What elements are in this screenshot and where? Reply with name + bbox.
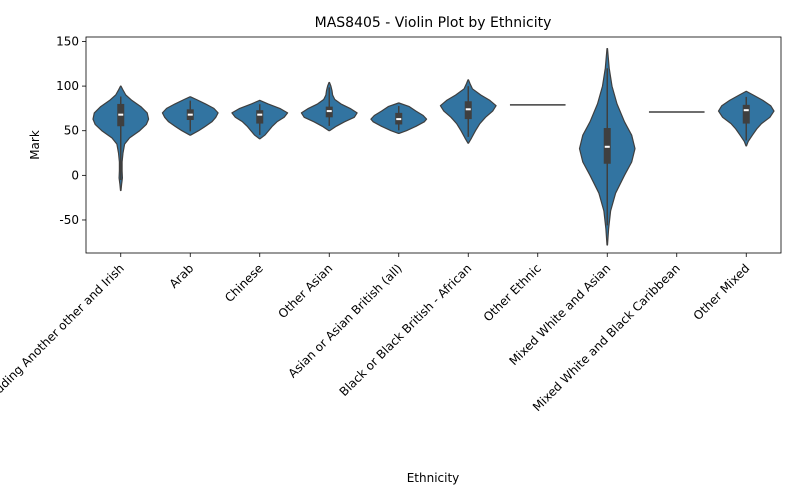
x-tick-label: Asian or Asian British (all) xyxy=(285,261,404,380)
violin-iqr-box xyxy=(256,110,264,124)
violin xyxy=(92,85,150,192)
y-tick-label: 100 xyxy=(56,79,79,93)
x-tick-label: Chinese xyxy=(222,261,266,305)
y-axis-ticks: -50 0 50 100 150 xyxy=(56,34,86,227)
y-tick-label: 0 xyxy=(71,168,79,182)
violins-group xyxy=(92,48,775,246)
x-tick-label: Other Ethnic xyxy=(481,261,544,324)
x-tick-label: Other Asian xyxy=(276,261,336,321)
x-tick-label: Other Mixed xyxy=(691,261,753,323)
violin xyxy=(439,79,497,144)
violin-iqr-box xyxy=(742,104,750,124)
violin xyxy=(717,90,775,147)
x-tick-label: White including Another other and Irish xyxy=(0,261,127,438)
violin xyxy=(300,81,358,132)
y-tick-label: 150 xyxy=(56,34,79,48)
x-tick-label: Arab xyxy=(167,261,197,291)
x-axis-ticks: White including Another other and Irish A… xyxy=(0,253,752,438)
chart-title: MAS8405 - Violin Plot by Ethnicity xyxy=(315,15,552,31)
violin xyxy=(578,48,636,246)
plot-frame xyxy=(85,36,782,254)
x-tick-label: Mixed White and Black Caribbean xyxy=(530,261,683,414)
violin xyxy=(370,102,428,134)
violin xyxy=(231,99,289,140)
x-axis-label: Ethnicity xyxy=(407,471,460,485)
y-tick-label: -50 xyxy=(59,213,79,227)
x-tick-label: Black or Black British - African xyxy=(337,261,475,399)
y-axis-label: Mark xyxy=(28,130,42,160)
y-tick-label: 50 xyxy=(64,124,79,138)
violin xyxy=(161,96,219,136)
